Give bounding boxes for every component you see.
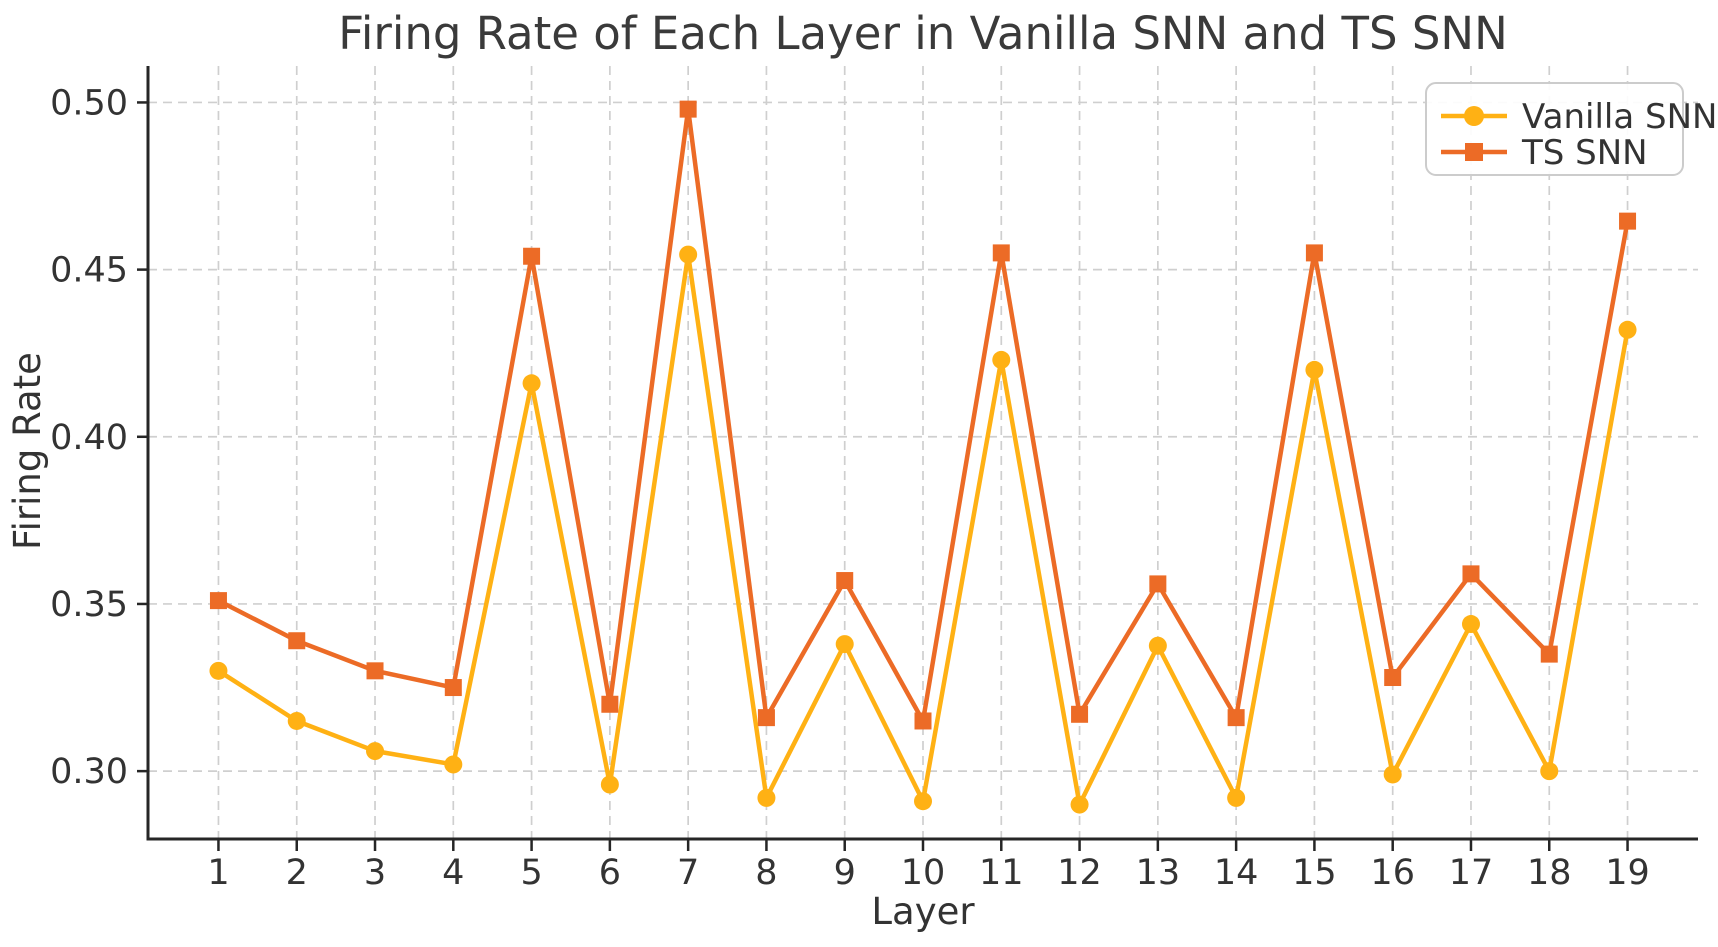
legend-label-ts-snn: TS SNN — [1521, 133, 1648, 173]
data-point-vanilla-snn — [1148, 636, 1167, 655]
data-series — [209, 100, 1637, 814]
x-tick-label: 14 — [1214, 853, 1259, 893]
data-point-vanilla-snn — [835, 635, 854, 654]
data-point-ts-snn — [1071, 705, 1089, 723]
x-tick-label: 5 — [520, 853, 542, 893]
x-tick-label: 15 — [1292, 853, 1337, 893]
x-axis-label: Layer — [871, 890, 975, 933]
data-point-vanilla-snn — [1227, 788, 1246, 807]
legend-label-vanilla-snn: Vanilla SNN — [1522, 97, 1717, 137]
data-point-vanilla-snn — [209, 661, 228, 680]
y-tick-label: 0.30 — [50, 752, 128, 792]
data-point-vanilla-snn — [444, 755, 463, 774]
legend-circle-marker-icon — [1464, 106, 1484, 126]
x-tick-label: 6 — [599, 853, 621, 893]
x-tick-label: 18 — [1527, 853, 1572, 893]
y-tick-label: 0.40 — [50, 418, 128, 458]
x-tick-label: 11 — [979, 853, 1024, 893]
data-point-ts-snn — [1149, 575, 1167, 593]
legend-item-ts-snn: TS SNN — [1441, 133, 1648, 173]
data-point-vanilla-snn — [1540, 762, 1559, 781]
y-axis-label: Firing Rate — [6, 352, 49, 550]
data-point-vanilla-snn — [600, 775, 619, 794]
data-point-ts-snn — [914, 712, 932, 730]
data-point-vanilla-snn — [757, 788, 776, 807]
legend-square-marker-icon — [1465, 143, 1483, 161]
gridlines — [148, 66, 1698, 839]
data-point-vanilla-snn — [1618, 320, 1637, 339]
x-tick-label: 12 — [1057, 853, 1102, 893]
data-point-vanilla-snn — [679, 245, 698, 264]
data-point-ts-snn — [523, 247, 541, 265]
data-point-ts-snn — [601, 695, 619, 713]
data-point-vanilla-snn — [1461, 615, 1480, 634]
x-tick-label: 16 — [1370, 853, 1415, 893]
data-point-ts-snn — [679, 100, 697, 118]
x-tick-label: 17 — [1449, 853, 1494, 893]
legend: Vanilla SNN TS SNN — [1425, 82, 1717, 176]
data-point-vanilla-snn — [522, 374, 541, 393]
y-tick-label: 0.50 — [50, 83, 128, 123]
data-point-ts-snn — [1619, 212, 1637, 230]
data-point-ts-snn — [1540, 645, 1558, 663]
data-point-ts-snn — [992, 244, 1010, 262]
data-point-vanilla-snn — [366, 742, 385, 761]
data-point-ts-snn — [1462, 565, 1480, 583]
y-tick-label: 0.45 — [50, 251, 128, 291]
x-tick-label: 4 — [442, 853, 464, 893]
data-point-ts-snn — [1305, 244, 1323, 262]
x-tick-label: 8 — [755, 853, 777, 893]
data-point-ts-snn — [1227, 709, 1245, 727]
x-tick-label: 13 — [1136, 853, 1181, 893]
data-point-ts-snn — [288, 632, 306, 650]
data-point-vanilla-snn — [287, 711, 306, 730]
data-point-ts-snn — [209, 592, 227, 610]
x-tick-label: 7 — [677, 853, 699, 893]
data-point-vanilla-snn — [1305, 360, 1324, 379]
data-point-vanilla-snn — [914, 792, 932, 811]
data-point-ts-snn — [836, 572, 854, 590]
data-point-vanilla-snn — [992, 350, 1011, 369]
data-point-vanilla-snn — [1070, 795, 1089, 814]
x-tick-label: 2 — [286, 853, 308, 893]
data-point-ts-snn — [444, 679, 462, 697]
y-tick-label: 0.35 — [50, 585, 128, 625]
x-tick-label: 10 — [901, 853, 946, 893]
data-point-ts-snn — [1384, 669, 1402, 687]
legend-item-vanilla-snn: Vanilla SNN — [1441, 97, 1717, 137]
data-point-ts-snn — [757, 709, 775, 727]
data-point-vanilla-snn — [1383, 765, 1402, 784]
x-tick-label: 19 — [1605, 853, 1650, 893]
data-point-ts-snn — [366, 662, 384, 680]
x-tick-label: 3 — [364, 853, 386, 893]
x-tick-label: 1 — [207, 853, 229, 893]
chart-title: Firing Rate of Each Layer in Vanilla SNN… — [338, 7, 1508, 60]
x-tick-label: 9 — [834, 853, 856, 893]
axis-ticks: 1 2 3 4 5 6 7 8 9 10 11 12 13 14 15 16 17 18 190.300.350.4… — [50, 83, 1650, 893]
